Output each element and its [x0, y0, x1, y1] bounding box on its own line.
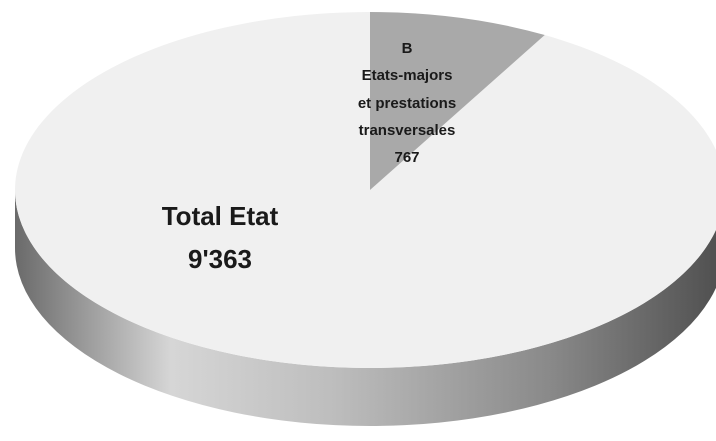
slice-b-name-line2: et prestations [358, 95, 456, 112]
slice-b-name-line3: transversales [359, 122, 456, 139]
total-etat-label: Total Etat [162, 201, 279, 231]
slice-b-name-line1: Etats-majors [362, 67, 453, 84]
pie-side-wall [15, 190, 716, 426]
slice-b-value-label: 767 [394, 149, 419, 166]
slice-b-code-label: B [402, 40, 413, 57]
pie-slice-b [370, 12, 545, 190]
pie-slice-total-etat [15, 12, 716, 368]
total-etat-value: 9'363 [188, 244, 252, 274]
